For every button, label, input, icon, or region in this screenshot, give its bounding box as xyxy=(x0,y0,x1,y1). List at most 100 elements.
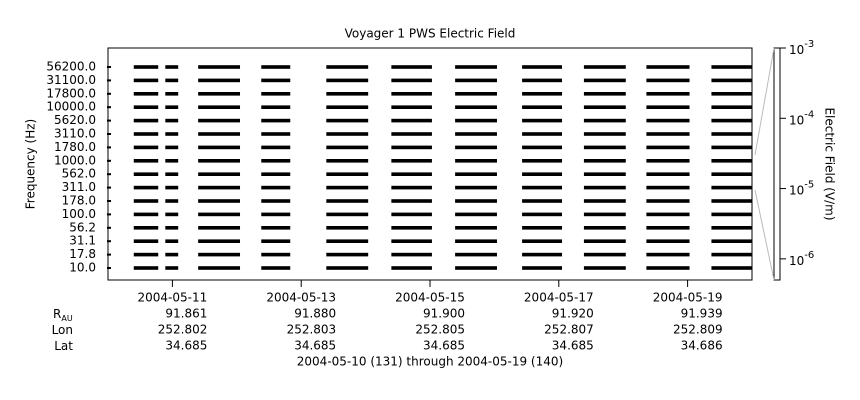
data-strip xyxy=(261,266,291,270)
data-strip xyxy=(326,239,369,243)
data-strip xyxy=(165,92,179,96)
data-strip xyxy=(326,105,369,109)
data-strip xyxy=(391,185,432,190)
data-strip xyxy=(326,266,369,270)
data-strip xyxy=(522,159,563,163)
ephemeris-value: 91.861 xyxy=(165,307,207,321)
data-strip xyxy=(261,226,291,230)
data-strip xyxy=(165,199,179,203)
data-strip xyxy=(646,145,690,150)
y-tick-label: 17800.0 xyxy=(46,86,96,100)
data-strip xyxy=(165,266,179,270)
y-tick-label: 17.8 xyxy=(69,247,96,261)
data-strip xyxy=(455,212,497,217)
data-strip xyxy=(646,118,690,123)
data-strip xyxy=(165,145,179,150)
data-strip xyxy=(522,132,563,136)
data-strip xyxy=(522,172,563,176)
data-strip xyxy=(133,65,159,69)
data-strip xyxy=(711,212,752,217)
data-strip xyxy=(326,78,369,83)
data-strip xyxy=(261,159,291,163)
data-strip xyxy=(198,212,241,217)
data-strip xyxy=(165,132,179,136)
x-tick-label: 2004-05-19 xyxy=(653,291,723,305)
data-strip xyxy=(261,145,291,150)
y2-tick-label: 10-3 xyxy=(789,39,814,57)
y-tick-label: 56200.0 xyxy=(46,60,96,74)
x-tick-label: 2004-05-11 xyxy=(138,291,208,305)
y-tick-label: 3110.0 xyxy=(54,127,96,141)
connector xyxy=(754,47,775,156)
data-strip xyxy=(198,185,241,190)
ephemeris-value: 91.939 xyxy=(681,307,723,321)
y2-tick-exp: -6 xyxy=(804,250,814,261)
data-strip xyxy=(165,65,179,69)
data-strip xyxy=(326,185,369,190)
data-strip xyxy=(165,105,179,109)
data-strip xyxy=(646,78,690,83)
data-strip xyxy=(455,239,497,243)
data-strip xyxy=(326,212,369,217)
data-strip xyxy=(583,118,626,123)
data-strip xyxy=(261,172,291,176)
data-strip xyxy=(646,226,690,230)
data-strip xyxy=(646,105,690,109)
y-tick-label: 10000.0 xyxy=(46,100,96,114)
data-strip xyxy=(261,105,291,109)
data-strip xyxy=(133,239,159,243)
data-strip xyxy=(455,266,497,270)
data-strip xyxy=(455,118,497,123)
data-strip xyxy=(522,226,563,230)
data-strip xyxy=(133,92,159,96)
data-strip xyxy=(646,159,690,163)
ephemeris-value: 252.809 xyxy=(673,323,723,337)
colorbar xyxy=(773,47,781,281)
y2-tick-base: 10 xyxy=(789,43,804,57)
y-tick-label: 178.0 xyxy=(62,194,96,208)
data-strip xyxy=(133,185,159,190)
data-strip xyxy=(455,159,497,163)
data-strip xyxy=(646,185,690,190)
y-tick-label: 56.2 xyxy=(69,220,96,234)
data-strip xyxy=(711,78,752,83)
data-strip xyxy=(261,185,291,190)
data-strip xyxy=(583,199,626,203)
data-strip xyxy=(391,65,432,69)
y-axis-label: Frequency (Hz) xyxy=(24,119,38,210)
data-strip xyxy=(261,239,291,243)
x-tick-label: 2004-05-17 xyxy=(524,291,594,305)
data-strip xyxy=(198,252,241,257)
data-strip xyxy=(391,212,432,217)
data-strip xyxy=(711,132,752,136)
data-strip xyxy=(391,239,432,243)
y2-tick-exp: -4 xyxy=(804,109,814,120)
data-strip xyxy=(711,226,752,230)
data-strip xyxy=(326,226,369,230)
data-strip xyxy=(455,92,497,96)
data-strip xyxy=(198,239,241,243)
data-strip xyxy=(583,132,626,136)
data-strip xyxy=(455,226,497,230)
data-strip xyxy=(133,118,159,123)
data-strip xyxy=(391,266,432,270)
data-strip xyxy=(133,145,159,150)
ephemeris-value: 252.807 xyxy=(544,323,594,337)
data-strip xyxy=(391,159,432,163)
footer: 2004-05-10 (131) through 2004-05-19 (140… xyxy=(297,355,563,369)
data-strip xyxy=(522,78,563,83)
x-tick-label: 2004-05-15 xyxy=(395,291,465,305)
data-strip xyxy=(455,78,497,83)
data-strip xyxy=(455,105,497,109)
ephemeris-value: 34.685 xyxy=(552,339,594,353)
x-tick-label: 2004-05-13 xyxy=(266,291,336,305)
data-strip xyxy=(583,172,626,176)
data-strip xyxy=(198,145,241,150)
data-strip xyxy=(583,239,626,243)
data-strip xyxy=(711,266,752,270)
y2-tick-label: 10-4 xyxy=(789,109,814,127)
data-strip xyxy=(391,105,432,109)
data-strip xyxy=(522,65,563,69)
